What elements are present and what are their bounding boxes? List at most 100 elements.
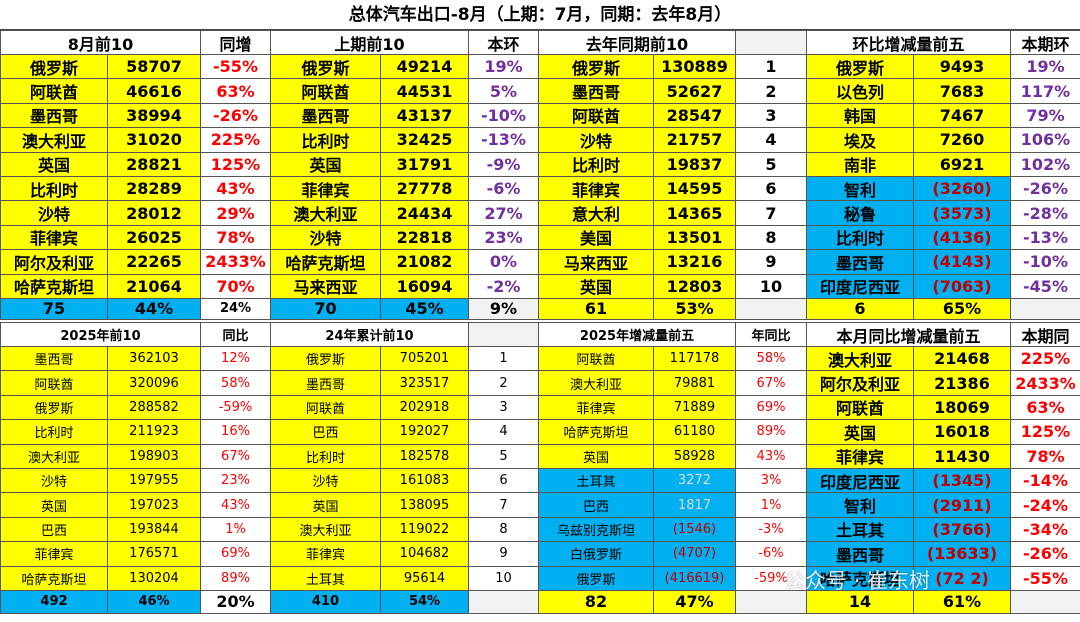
data-cell: 俄罗斯	[1, 395, 108, 421]
data-cell: 11430	[914, 444, 1011, 469]
data-cell: 28821	[108, 152, 201, 177]
data-cell: 1	[736, 55, 807, 80]
data-cell: 69%	[201, 542, 271, 567]
data-cell: 墨西哥	[1, 347, 108, 372]
summary-cell	[469, 590, 539, 614]
data-cell: 3%	[736, 468, 807, 494]
data-cell: 哈萨克斯坦	[539, 420, 654, 445]
data-cell: 78%	[201, 225, 271, 251]
header-cell: 同增	[201, 31, 271, 55]
summary-cell: 75	[1, 298, 108, 320]
data-cell: 1817	[654, 493, 736, 518]
summary-cell: 70	[271, 298, 381, 320]
data-cell: 马来西亚	[539, 250, 654, 275]
summary-cell	[1011, 298, 1080, 320]
data-cell: 63%	[1011, 395, 1080, 421]
header-cell: 本期环	[1011, 31, 1080, 55]
data-cell: 澳大利亚	[1, 444, 108, 469]
data-cell: 182578	[381, 444, 469, 469]
data-cell: -9%	[469, 152, 539, 177]
data-cell: 智利	[807, 493, 914, 518]
data-cell: 43%	[736, 444, 807, 469]
data-cell: (3766)	[914, 517, 1011, 543]
data-cell: 10	[736, 274, 807, 299]
data-cell: 106%	[1011, 128, 1080, 153]
data-cell: 阿联酋	[1, 371, 108, 396]
data-cell: 沙特	[271, 468, 381, 494]
data-cell: 67%	[201, 444, 271, 469]
data-cell: 43%	[201, 493, 271, 518]
data-cell: 19%	[469, 55, 539, 80]
data-cell: 墨西哥	[271, 371, 381, 396]
data-cell: 6	[469, 468, 539, 494]
data-cell: 比利时	[807, 225, 914, 251]
data-cell: 菲律宾	[539, 395, 654, 421]
data-cell: 白俄罗斯	[539, 542, 654, 567]
data-cell: 哈萨克斯坦	[1, 274, 108, 299]
data-cell: 菲律宾	[1, 225, 108, 251]
summary-cell: 54%	[381, 590, 469, 614]
data-cell: 4	[469, 420, 539, 445]
data-cell: 16018	[914, 420, 1011, 445]
data-cell: 比利时	[539, 152, 654, 177]
data-cell: 28547	[654, 103, 736, 129]
summary-cell: 61	[539, 298, 654, 320]
summary-cell	[736, 298, 807, 320]
data-cell: 211923	[108, 420, 201, 445]
data-cell: (2911)	[914, 493, 1011, 518]
data-cell: (3573)	[914, 201, 1011, 226]
data-cell: 6	[736, 176, 807, 202]
data-cell: 52627	[654, 79, 736, 104]
data-cell: 29%	[201, 201, 271, 226]
data-cell: -55%	[1011, 566, 1080, 591]
data-cell: -55%	[201, 55, 271, 80]
data-cell: 7	[469, 493, 539, 518]
data-cell: 韩国	[807, 103, 914, 129]
data-cell: 22818	[381, 225, 469, 251]
data-cell: 7260	[914, 128, 1011, 153]
data-cell: 阿联酋	[1, 79, 108, 104]
data-cell: 13501	[654, 225, 736, 251]
header-cell: 本期同	[1011, 323, 1080, 347]
data-cell: (7063)	[914, 274, 1011, 299]
data-cell: 7683	[914, 79, 1011, 104]
data-cell: 13216	[654, 250, 736, 275]
data-cell: 320096	[108, 371, 201, 396]
data-cell: 墨西哥	[271, 103, 381, 129]
data-cell: 2433%	[1011, 371, 1080, 396]
data-cell: 10	[469, 566, 539, 591]
data-cell: 14595	[654, 176, 736, 202]
data-cell: 176571	[108, 542, 201, 567]
summary-cell: 20%	[201, 590, 271, 614]
data-cell: 英国	[271, 493, 381, 518]
data-cell: 南非	[807, 152, 914, 177]
summary-cell: 14	[807, 590, 914, 614]
data-cell: (1546)	[654, 517, 736, 543]
data-cell: 95614	[381, 566, 469, 591]
data-cell: 澳大利亚	[271, 201, 381, 226]
data-cell: 46616	[108, 79, 201, 104]
data-cell: 菲律宾	[807, 444, 914, 469]
data-cell: 哈萨克斯坦	[807, 566, 914, 591]
data-cell: -26%	[201, 103, 271, 129]
data-cell: -59%	[201, 395, 271, 421]
data-cell: 22265	[108, 250, 201, 275]
data-cell: 3	[736, 103, 807, 129]
summary-cell: 53%	[654, 298, 736, 320]
data-cell: 土耳其	[539, 468, 654, 494]
header-cell: 上期前10	[271, 31, 469, 55]
data-cell: 哈萨克斯坦	[271, 250, 381, 275]
data-cell: -26%	[1011, 542, 1080, 567]
data-cell: 沙特	[271, 225, 381, 251]
summary-cell: 65%	[914, 298, 1011, 320]
data-cell: 58928	[654, 444, 736, 469]
data-cell: 117178	[654, 347, 736, 372]
data-cell: 澳大利亚	[271, 517, 381, 543]
data-cell: 21386	[914, 371, 1011, 396]
data-cell: 198903	[108, 444, 201, 469]
data-cell: -3%	[736, 517, 807, 543]
data-cell: 乌兹别克斯坦	[539, 517, 654, 543]
data-cell: 比利时	[271, 128, 381, 153]
header-cell	[736, 31, 807, 55]
